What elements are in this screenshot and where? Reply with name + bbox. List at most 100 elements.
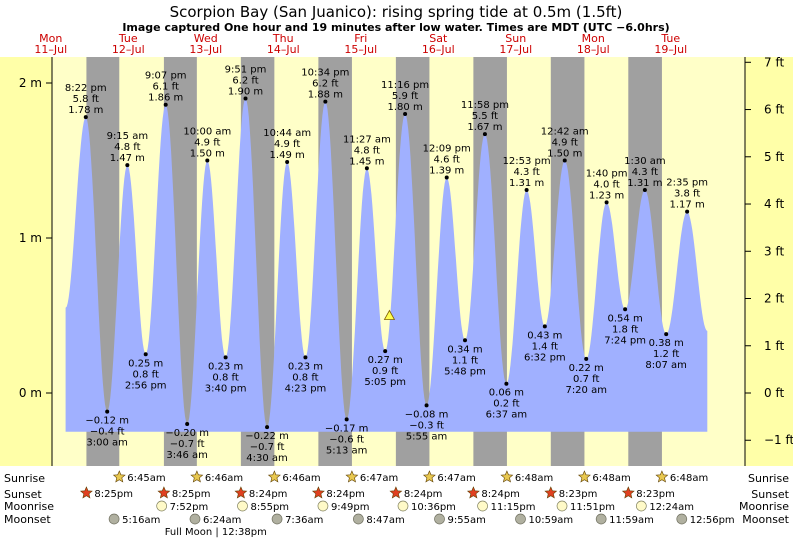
tide-event-m-label: 1.80 m <box>388 102 423 113</box>
tide-event-time-label: 1:40 pm <box>586 168 628 179</box>
tide-event-time-label: 2:56 pm <box>125 380 167 391</box>
tide-event-m-label: 1.50 m <box>547 149 582 160</box>
day-name-label: Fri <box>354 32 367 45</box>
tide-event-m-label: 1.23 m <box>589 190 624 201</box>
tide-event-m-label: 0.25 m <box>128 358 163 369</box>
moonset-time: 11:59am <box>609 515 654 526</box>
low-tide-point <box>623 307 628 312</box>
high-tide-point <box>562 158 567 163</box>
sunrise-time: 6:48am <box>515 473 553 484</box>
moonrise-icon <box>237 500 248 512</box>
sunrise-row-label-left: Sunrise <box>4 472 45 485</box>
sunset-star-icon <box>157 486 171 499</box>
tide-event-m-label: 0.38 m <box>649 338 684 349</box>
sunset-time: 8:24pm <box>404 489 443 500</box>
moonset-icon <box>271 513 283 525</box>
tide-event-ft-label: 0.9 ft <box>372 366 398 377</box>
tide-event-time-label: 11:58 pm <box>461 100 509 111</box>
tide-event-time-label: 1:30 am <box>624 156 666 167</box>
tide-event-ft-label: 1.1 ft <box>452 355 478 366</box>
tide-event-ft-label: −0.3 ft <box>409 420 444 431</box>
day-date-label: 11–Jul <box>34 43 67 56</box>
tide-event-time-label: 8:22 pm <box>65 83 107 94</box>
tide-event-time-label: 3:46 am <box>166 450 208 461</box>
moonrise-icon <box>317 500 329 512</box>
right-tick-label: 2 ft <box>764 292 784 306</box>
tide-event-time-label: 9:07 pm <box>145 71 187 82</box>
tide-event-ft-label: 0.8 ft <box>133 369 159 380</box>
tide-event-m-label: 1.49 m <box>270 150 305 161</box>
day-date-label: 17–Jul <box>499 43 532 56</box>
moonset-time: 6:24am <box>203 515 241 526</box>
tide-event-m-label: −0.17 m <box>325 423 369 434</box>
day-date-label: 18–Jul <box>577 43 610 56</box>
tide-curve-layer <box>65 98 708 432</box>
low-tide-point <box>143 352 148 357</box>
moonset-time: 8:47am <box>366 515 404 526</box>
moonrise-icon <box>635 500 647 512</box>
sunrise-time: 6:47am <box>360 473 398 484</box>
tide-event-ft-label: 5.5 ft <box>472 111 498 122</box>
tide-event-ft-label: 1.2 ft <box>653 349 679 360</box>
chart-subtitle: Image captured One hour and 19 minutes a… <box>122 21 669 34</box>
moonset-icon <box>515 513 526 525</box>
tide-event-m-label: 1.50 m <box>190 149 225 160</box>
tide-event-time-label: 12:09 pm <box>423 144 471 155</box>
sunrise-star-icon <box>345 470 359 483</box>
tide-event-ft-label: 4.6 ft <box>434 155 460 166</box>
tide-event-m-label: 0.06 m <box>489 388 524 399</box>
tide-area <box>65 98 708 432</box>
right-tick-label: 0 ft <box>764 386 784 400</box>
tide-event-m-label: −0.08 m <box>405 409 449 420</box>
high-tide-point <box>205 158 210 163</box>
moonset-row-label-left: Moonset <box>4 513 51 526</box>
moonrise-time: 11:51pm <box>570 502 615 513</box>
tide-event-ft-label: 6.2 ft <box>232 76 258 87</box>
sunset-star-icon <box>466 486 480 499</box>
moonset-icon <box>108 513 120 525</box>
tide-event-m-label: 1.67 m <box>467 122 502 133</box>
tide-event-time-label: 5:13 am <box>326 445 368 456</box>
tide-event-m-label: 1.78 m <box>68 105 103 116</box>
tide-event-m-label: 0.23 m <box>208 361 243 372</box>
sunset-time: 8:24pm <box>481 489 520 500</box>
day-date-label: 15–Jul <box>344 43 377 56</box>
sunrise-star-icon <box>577 470 591 483</box>
tide-event-time-label: 4:30 am <box>246 453 288 464</box>
day-date-label: 19–Jul <box>654 43 687 56</box>
sunset-star-icon <box>79 486 93 499</box>
moonrise-time: 11:15pm <box>491 502 536 513</box>
high-tide-point <box>604 200 609 205</box>
sunrise-time: 6:46am <box>205 473 243 484</box>
sunset-row-label-right: Sunset <box>751 488 789 501</box>
right-tick-label: 4 ft <box>764 197 784 211</box>
sunrise-star-icon <box>655 470 669 483</box>
tide-event-ft-label: 0.7 ft <box>573 374 599 385</box>
sunrise-star-icon <box>422 470 436 483</box>
tide-event-ft-label: 4.3 ft <box>513 167 539 178</box>
tide-event-time-label: 12:42 am <box>541 127 589 138</box>
tide-event-m-label: 1.17 m <box>670 200 705 211</box>
tide-event-time-label: 8:07 am <box>645 360 687 371</box>
day-date-label: 14–Jul <box>267 43 300 56</box>
high-tide-point <box>83 115 88 120</box>
high-tide-point <box>444 175 449 180</box>
low-tide-point <box>185 422 190 426</box>
high-tide-point <box>163 102 168 107</box>
tide-event-ft-label: 0.8 ft <box>292 372 318 383</box>
day-date-label: 13–Jul <box>189 43 222 56</box>
sunset-time: 8:23pm <box>636 489 675 500</box>
high-tide-point <box>323 99 328 104</box>
tide-event-time-label: 4:23 pm <box>285 383 327 394</box>
moonset-icon <box>595 513 607 525</box>
moonset-icon <box>353 513 364 525</box>
day-name-label: Wed <box>194 32 218 45</box>
axes-layer: 2 m 1 m 0 m 7 ft 6 ft 5 ft 4 ft 3 ft 2 ft 1 ft 0 f… <box>19 55 793 466</box>
right-tick-label: 7 ft <box>764 55 784 69</box>
high-tide-point <box>364 166 369 171</box>
tide-event-time-label: 10:34 pm <box>301 68 349 79</box>
sunset-time: 8:23pm <box>559 489 598 500</box>
day-labels-layer: Mon11–JulTue12–JulWed13–JulThu14–JulFri1… <box>34 32 687 56</box>
